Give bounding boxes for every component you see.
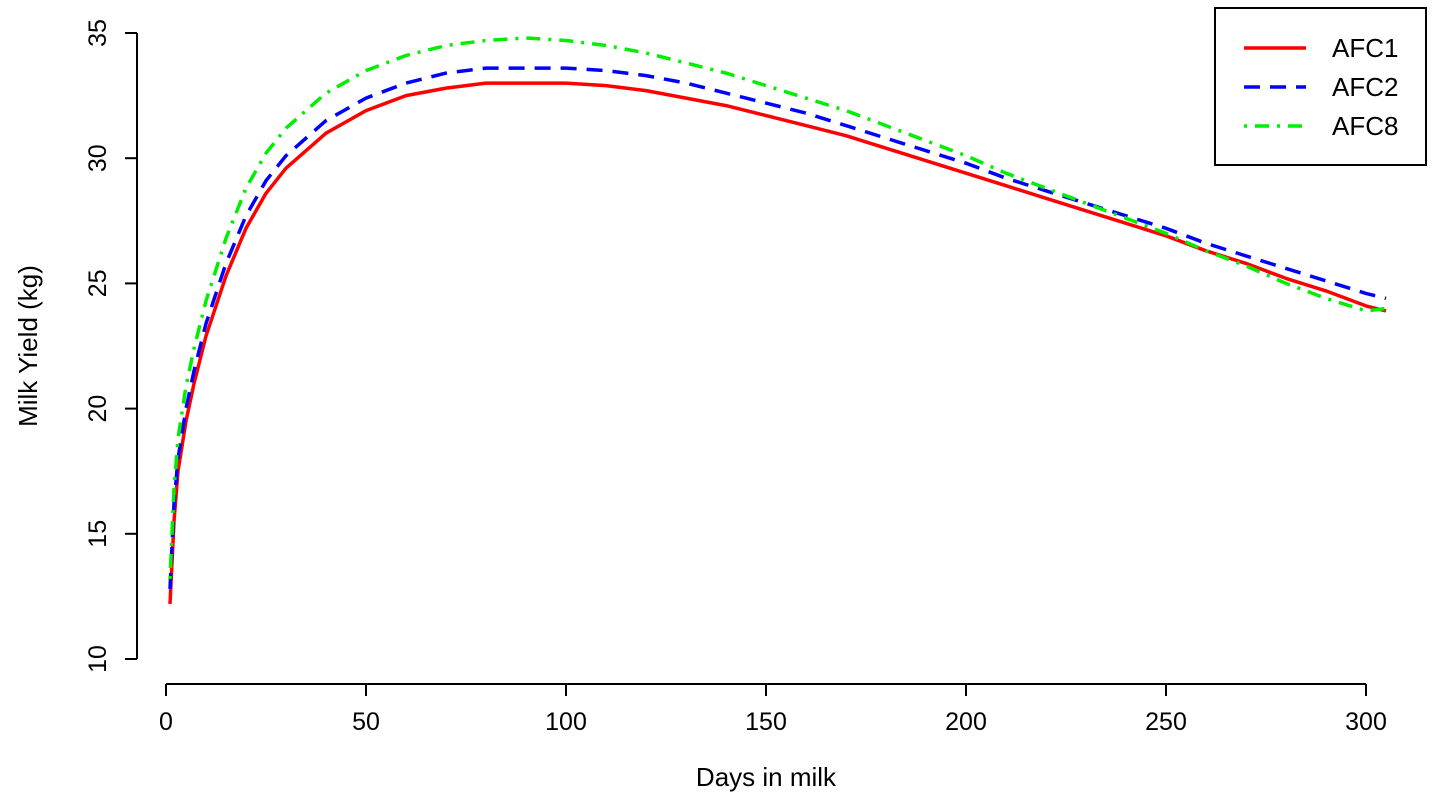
series-line-afc8	[168, 36, 1387, 579]
legend-label-afc2: AFC2	[1332, 72, 1398, 102]
axes: 0 50 100 150 200 250 300 10 15 20 25 30 35	[84, 19, 1387, 736]
y-tick-label: 15	[84, 520, 112, 548]
y-tick-label: 35	[84, 19, 112, 47]
y-tick-label: 20	[84, 395, 112, 423]
x-tick-label: 0	[159, 708, 173, 736]
series-line-afc1	[168, 81, 1387, 604]
series-line-afc2	[168, 66, 1387, 589]
y-tick-label: 30	[84, 144, 112, 172]
legend-label-afc1: AFC1	[1332, 33, 1398, 63]
x-tick-label: 250	[1145, 708, 1187, 736]
x-tick-label: 50	[352, 708, 380, 736]
plot-lines	[168, 36, 1387, 604]
legend-label-afc8: AFC8	[1332, 111, 1398, 141]
legend: AFC1 AFC2 AFC8	[1214, 7, 1427, 166]
y-axis-title: Milk Yield (kg)	[13, 265, 43, 427]
x-tick-label: 150	[745, 708, 787, 736]
x-tick-label: 100	[545, 708, 587, 736]
y-tick-label: 10	[84, 645, 112, 673]
y-tick-label: 25	[84, 269, 112, 297]
x-axis-title: Days in milk	[696, 762, 837, 792]
x-tick-label: 200	[945, 708, 987, 736]
x-tick-label: 300	[1345, 708, 1387, 736]
